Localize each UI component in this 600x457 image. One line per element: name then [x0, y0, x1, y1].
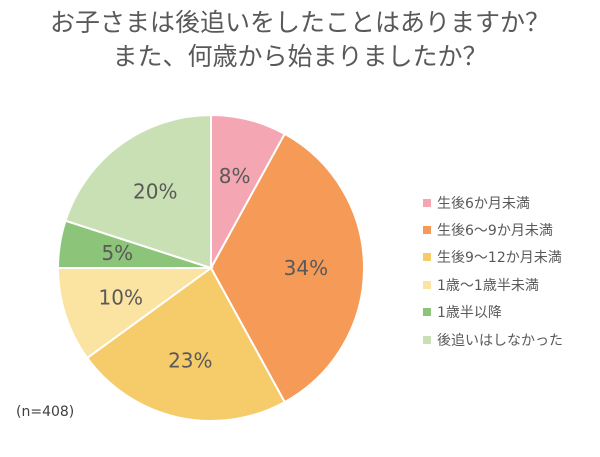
chart-title-line1: お子さまは後追いをしたことはありますか？ — [49, 8, 550, 37]
pie-label-3: 23% — [168, 349, 212, 373]
pie-slice-3 — [85, 266, 287, 422]
legend-swatch-4 — [423, 280, 431, 289]
legend-label-3: 生後9～12か月未満 — [437, 250, 562, 267]
legend-swatch-6 — [423, 335, 431, 344]
legend-item-6: 後追いはしなかった — [423, 326, 563, 353]
legend-item-3: 生後9～12か月未満 — [423, 244, 563, 271]
legend-swatch-3 — [423, 253, 431, 262]
pie-slice-6 — [64, 113, 212, 270]
pie-label-5: 5% — [101, 241, 133, 265]
legend-swatch-5 — [423, 308, 431, 317]
legend-label-2: 生後6～9か月未満 — [437, 223, 553, 240]
legend-swatch-2 — [423, 226, 431, 235]
legend-item-2: 生後6～9か月未満 — [423, 216, 563, 243]
pie-label-4: 10% — [99, 285, 143, 309]
chart-title: お子さまは後追いをしたことはありますか？ また、何歳から始まりましたか？ — [0, 6, 600, 74]
legend-swatch-1 — [423, 198, 431, 207]
legend-item-1: 生後6か月未満 — [423, 189, 563, 216]
legend-label-1: 生後6か月未満 — [437, 195, 530, 212]
legend-label-4: 1歳～1歳半未満 — [437, 277, 539, 294]
sample-size-note: (n=408) — [16, 404, 75, 420]
legend-item-5: 1歳半以降 — [423, 299, 563, 326]
pie-label-2: 34% — [284, 256, 328, 280]
legend-item-4: 1歳～1歳半未満 — [423, 271, 563, 298]
pie-slice-2 — [209, 132, 365, 404]
legend-label-6: 後追いはしなかった — [437, 332, 563, 349]
chart-legend: 生後6か月未満生後6～9か月未満 生後9～12か月未満 1歳～1歳半未満 1歳半以降後… — [423, 189, 563, 353]
pie-label-1: 8% — [219, 164, 251, 188]
chart-title-line2: また、何歳から始まりましたか？ — [112, 42, 488, 71]
pie-label-6: 20% — [133, 179, 177, 203]
legend-label-5: 1歳半以降 — [437, 305, 502, 322]
pie-slice-4 — [56, 267, 215, 360]
